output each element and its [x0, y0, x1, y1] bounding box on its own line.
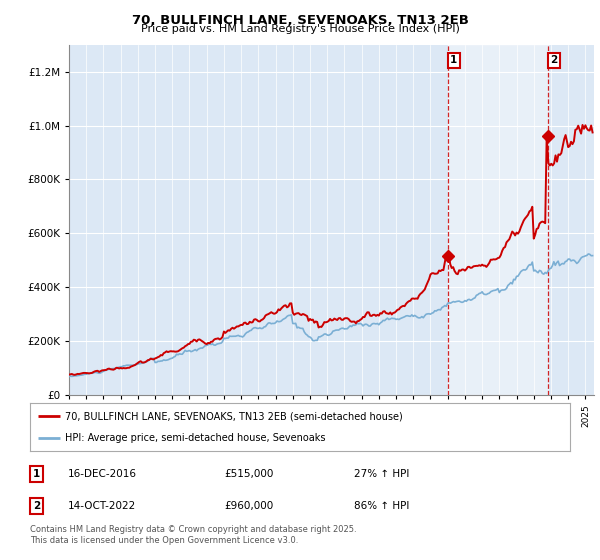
Text: 70, BULLFINCH LANE, SEVENOAKS, TN13 2EB (semi-detached house): 70, BULLFINCH LANE, SEVENOAKS, TN13 2EB … — [65, 411, 403, 421]
Text: 1: 1 — [33, 469, 40, 479]
Text: 16-DEC-2016: 16-DEC-2016 — [68, 469, 137, 479]
Text: 1: 1 — [450, 55, 458, 66]
Text: HPI: Average price, semi-detached house, Sevenoaks: HPI: Average price, semi-detached house,… — [65, 433, 326, 443]
Text: £960,000: £960,000 — [224, 501, 274, 511]
Text: Price paid vs. HM Land Registry's House Price Index (HPI): Price paid vs. HM Land Registry's House … — [140, 24, 460, 34]
Text: 70, BULLFINCH LANE, SEVENOAKS, TN13 2EB: 70, BULLFINCH LANE, SEVENOAKS, TN13 2EB — [131, 14, 469, 27]
Bar — [448, 45, 548, 395]
Text: 2: 2 — [550, 55, 557, 66]
Text: £515,000: £515,000 — [224, 469, 274, 479]
Text: 86% ↑ HPI: 86% ↑ HPI — [354, 501, 409, 511]
Text: Contains HM Land Registry data © Crown copyright and database right 2025.
This d: Contains HM Land Registry data © Crown c… — [30, 525, 356, 545]
Text: 2: 2 — [33, 501, 40, 511]
Text: 27% ↑ HPI: 27% ↑ HPI — [354, 469, 409, 479]
Text: 14-OCT-2022: 14-OCT-2022 — [68, 501, 136, 511]
